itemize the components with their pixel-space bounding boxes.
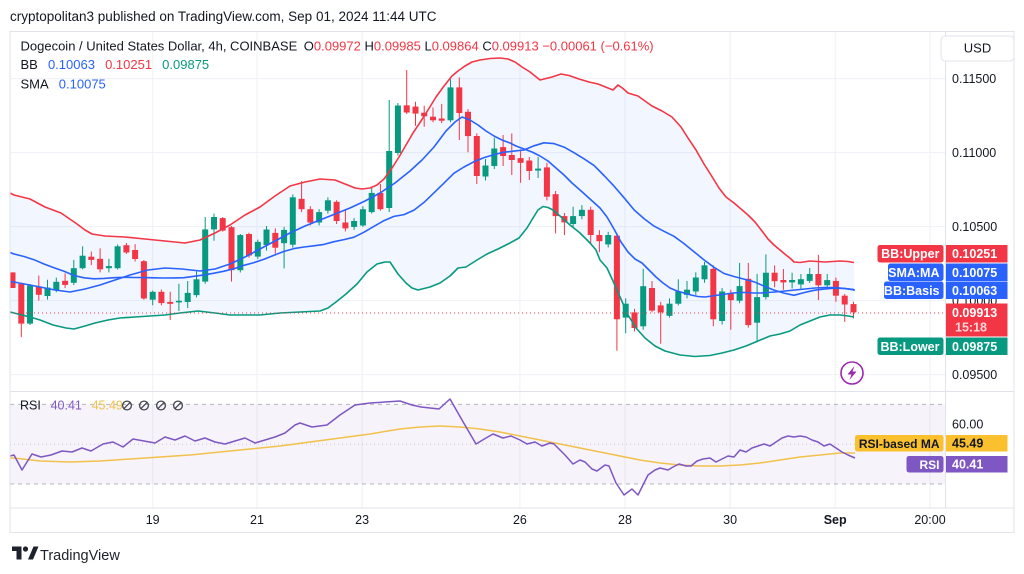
svg-text:23: 23 (355, 513, 369, 527)
svg-text:SMA 0.10075: SMA 0.10075 (21, 77, 106, 92)
svg-text:0.10251: 0.10251 (952, 247, 997, 261)
svg-text:cryptopolitan3 published on Tr: cryptopolitan3 published on TradingView.… (10, 9, 437, 24)
svg-text:0.10500: 0.10500 (952, 220, 997, 234)
svg-text:USD: USD (964, 41, 991, 56)
svg-text:21: 21 (250, 513, 264, 527)
svg-text:0.11000: 0.11000 (952, 146, 996, 160)
svg-text:0.09500: 0.09500 (952, 368, 997, 382)
svg-text:0.10063: 0.10063 (952, 284, 997, 298)
svg-text:Dogecoin / United States Dolla: Dogecoin / United States Dollar, 4h, COI… (21, 39, 654, 54)
svg-text:26: 26 (513, 513, 527, 527)
svg-text:BB:Upper: BB:Upper (881, 247, 939, 261)
svg-text:SMA:MA: SMA:MA (888, 266, 939, 280)
svg-text:0.10075: 0.10075 (952, 266, 997, 280)
svg-text:19: 19 (146, 513, 160, 527)
svg-text:RSI 40.41 45.49: RSI 40.41 45.49 (20, 399, 123, 413)
svg-text:BB 0.10063 0.10251 0.09875: BB 0.10063 0.10251 0.09875 (21, 57, 210, 72)
svg-text:15:18: 15:18 (955, 321, 987, 335)
svg-text:30: 30 (723, 513, 737, 527)
svg-text:28: 28 (618, 513, 632, 527)
svg-text:BB:Basis: BB:Basis (884, 284, 940, 298)
svg-text:BB:Lower: BB:Lower (880, 340, 939, 354)
svg-text:RSI-based MA: RSI-based MA (859, 437, 940, 451)
svg-text:60.00: 60.00 (952, 418, 983, 432)
svg-text:TradingView: TradingView (40, 548, 120, 564)
svg-text:40.41: 40.41 (952, 458, 983, 472)
svg-text:0.11500: 0.11500 (952, 72, 996, 86)
svg-text:0.09913: 0.09913 (952, 306, 997, 320)
svg-text:20:00: 20:00 (914, 513, 945, 527)
svg-text:Sep: Sep (824, 513, 847, 527)
svg-text:RSI: RSI (919, 458, 939, 472)
svg-text:0.09875: 0.09875 (952, 340, 997, 354)
svg-text:45.49: 45.49 (952, 437, 983, 451)
